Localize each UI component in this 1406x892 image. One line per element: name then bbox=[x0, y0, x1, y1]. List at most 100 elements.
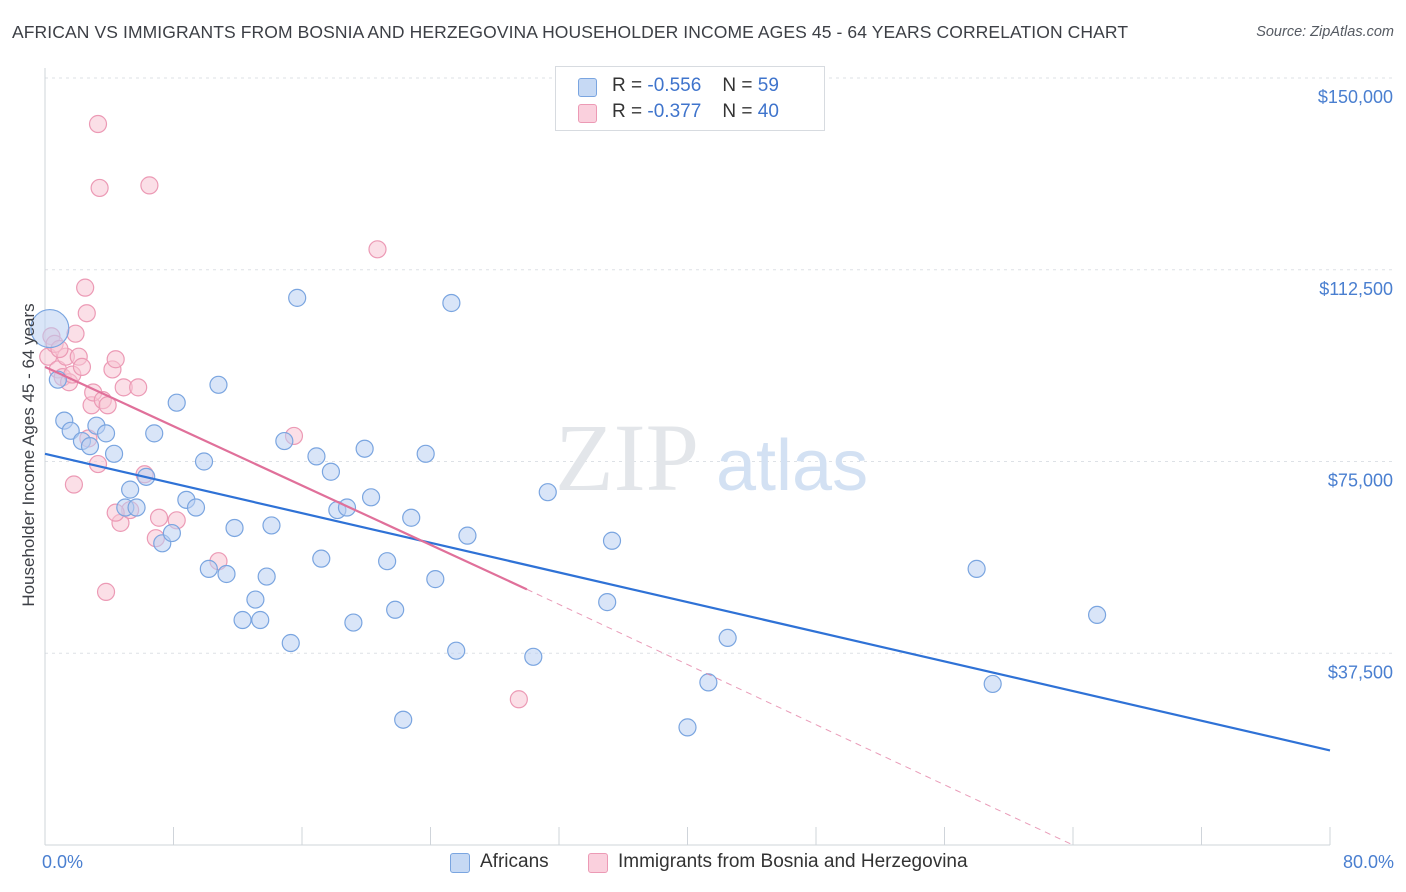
bosnia-trend-extension bbox=[526, 588, 1074, 846]
y-tick-label-3: $150,000 bbox=[1318, 87, 1393, 107]
africans-point-54 bbox=[699, 673, 718, 692]
bosnia-point-11 bbox=[76, 278, 95, 297]
africans-point-20 bbox=[199, 559, 218, 578]
africans-point-47 bbox=[447, 641, 466, 660]
legend-n-label: N = bbox=[722, 101, 753, 122]
y-axis-label: Householder Income Ages 45 - 64 years bbox=[19, 303, 38, 606]
africans-point-49 bbox=[524, 647, 543, 666]
axes bbox=[44, 68, 1331, 846]
africans-point-53 bbox=[678, 718, 697, 737]
legend-r-label: R = bbox=[612, 101, 643, 122]
africans-point-24 bbox=[233, 610, 252, 630]
legend-r-label: R = bbox=[612, 75, 643, 96]
africans-trend-line bbox=[44, 452, 1331, 752]
africans-point-36 bbox=[337, 498, 357, 517]
gridlines bbox=[45, 77, 1394, 654]
africans-point-15 bbox=[162, 523, 181, 543]
africans-point-46 bbox=[442, 293, 461, 313]
africans-point-43 bbox=[402, 508, 421, 527]
africans-point-34 bbox=[321, 462, 341, 481]
y-tick-labels: $37,500 $75,000 $112,500 $150,000 bbox=[1318, 87, 1393, 682]
africans-point-57 bbox=[983, 674, 1002, 694]
bosnia-legend-label: Immigrants from Bosnia and Herzegovina bbox=[618, 851, 968, 872]
watermark-atlas: atlas bbox=[716, 426, 868, 506]
source-label: Source: ZipAtlas.com bbox=[1256, 24, 1394, 40]
africans-point-22 bbox=[217, 564, 236, 584]
africans-point-51 bbox=[598, 593, 617, 612]
africans-point-32 bbox=[307, 447, 326, 466]
x-tick-left: 0.0% bbox=[42, 852, 83, 872]
africans-point-10 bbox=[121, 480, 140, 499]
africans-point-31 bbox=[288, 288, 307, 307]
bosnia-legend-swatch bbox=[588, 853, 608, 873]
bosnia-point-12 bbox=[77, 304, 96, 323]
africans-point-55 bbox=[718, 628, 737, 648]
africans-point-39 bbox=[361, 488, 381, 507]
legend-r-value-bosnia: -0.377 bbox=[647, 101, 702, 122]
trend-lines bbox=[44, 365, 1331, 846]
bosnia-trend-line bbox=[44, 365, 528, 591]
africans-swatch bbox=[578, 78, 597, 97]
africans-point-30 bbox=[281, 633, 300, 653]
africans-point-42 bbox=[394, 710, 413, 729]
africans-point-38 bbox=[355, 439, 374, 458]
africans-point-19 bbox=[194, 452, 214, 471]
bosnia-point-8 bbox=[66, 324, 85, 343]
bosnia-point-10 bbox=[72, 357, 92, 377]
bosnia-point-29 bbox=[149, 508, 169, 527]
africans-point-37 bbox=[344, 613, 363, 632]
watermark-zip: ZIP bbox=[555, 404, 699, 511]
africans-legend-label: Africans bbox=[480, 851, 549, 872]
africans-point-28 bbox=[262, 516, 281, 535]
africans-point-48 bbox=[458, 526, 477, 545]
bosnia-point-25 bbox=[129, 378, 148, 397]
africans-point-27 bbox=[257, 567, 276, 586]
africans-point-25 bbox=[246, 590, 265, 609]
africans-point-29 bbox=[275, 431, 294, 451]
legend-n-label: N = bbox=[722, 75, 753, 96]
y-tick-label-2: $112,500 bbox=[1319, 279, 1393, 299]
africans-point-13 bbox=[145, 424, 164, 443]
africans-point-40 bbox=[378, 552, 397, 571]
bosnia-swatch bbox=[578, 104, 597, 123]
bosnia-point-35 bbox=[64, 475, 84, 494]
africans-point-0 bbox=[30, 308, 70, 349]
bosnia-point-21 bbox=[106, 350, 125, 369]
africans-point-11 bbox=[127, 498, 146, 517]
legend-n-value-bosnia: 40 bbox=[757, 101, 779, 122]
africans-point-5 bbox=[80, 437, 100, 456]
africans-point-3 bbox=[61, 421, 80, 440]
africans-point-56 bbox=[967, 559, 986, 578]
legend-r-value-africans: -0.556 bbox=[647, 75, 702, 96]
africans-point-33 bbox=[312, 549, 331, 568]
series-bosnia-points bbox=[39, 114, 528, 709]
africans-point-45 bbox=[426, 570, 445, 589]
x-tick-right: 80.0% bbox=[1343, 852, 1394, 872]
bosnia-point-36 bbox=[96, 582, 116, 601]
series-africans-points bbox=[30, 288, 1107, 737]
africans-point-58 bbox=[1087, 605, 1107, 625]
africans-point-26 bbox=[251, 610, 270, 630]
africans-legend-swatch bbox=[450, 853, 470, 873]
africans-point-21 bbox=[209, 375, 228, 394]
bosnia-point-17 bbox=[90, 178, 109, 198]
watermark: ZIP atlas bbox=[555, 404, 868, 511]
bosnia-point-27 bbox=[140, 176, 159, 195]
chart-title: AFRICAN VS IMMIGRANTS FROM BOSNIA AND HE… bbox=[12, 22, 1129, 42]
legend-n-value-africans: 59 bbox=[757, 75, 779, 96]
correlation-legend: R = -0.556 N = 59 R = -0.377 N = 40 bbox=[555, 66, 825, 131]
y-tick-label-0: $37,500 bbox=[1328, 662, 1393, 682]
africans-point-18 bbox=[186, 498, 206, 517]
bosnia-point-33 bbox=[368, 240, 387, 259]
y-tick-label-1: $75,000 bbox=[1328, 471, 1393, 491]
africans-point-7 bbox=[96, 424, 116, 443]
bosnia-point-16 bbox=[88, 114, 108, 134]
africans-point-41 bbox=[386, 600, 405, 619]
africans-point-52 bbox=[602, 531, 622, 550]
africans-point-8 bbox=[104, 444, 124, 463]
bosnia-point-34 bbox=[509, 690, 528, 709]
africans-point-44 bbox=[416, 444, 435, 463]
africans-point-16 bbox=[167, 393, 186, 412]
africans-point-50 bbox=[538, 483, 557, 502]
